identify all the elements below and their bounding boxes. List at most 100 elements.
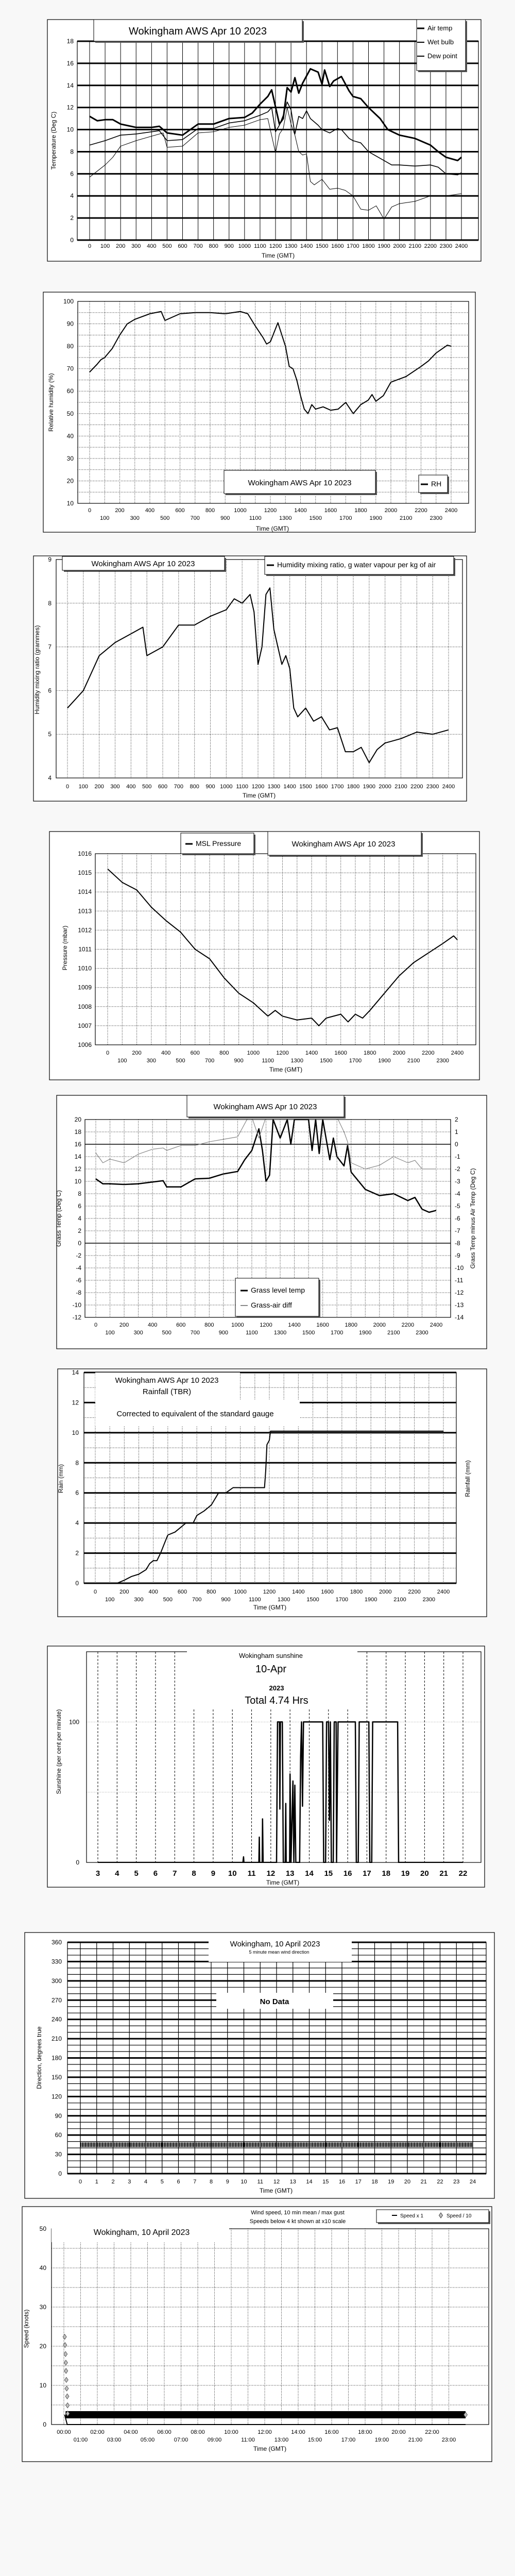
series-line-1: [89, 68, 462, 162]
x-axis-label: Time (GMT): [262, 252, 295, 259]
y-tick-label: 60: [55, 2131, 62, 2139]
legend-label: Grass level temp: [251, 1286, 305, 1294]
x-tick-label: 1: [95, 2179, 98, 2185]
x-tick-label: 400: [147, 243, 156, 249]
x-tick-label: 8: [210, 2179, 213, 2185]
x-tick-label: 2200: [408, 1589, 420, 1595]
x-tick-label: 18: [382, 1869, 390, 1878]
x-tick-label: 06:00: [157, 2429, 171, 2435]
y2-tick-label: 1: [455, 1128, 458, 1136]
x-tick-label: 2000: [379, 1589, 391, 1595]
x-tick-label: 1300: [268, 784, 280, 790]
x-tick-label: 08:00: [191, 2429, 205, 2435]
x-tick-label: 1800: [347, 784, 359, 790]
x-tick-label: 3: [128, 2179, 131, 2185]
chart-title: 10-Apr: [255, 1664, 286, 1675]
x-tick-label: 2200: [410, 784, 423, 790]
x-tick-label: 7: [173, 1869, 177, 1878]
x-tick-label: 2400: [455, 243, 468, 249]
x-tick-label: 600: [158, 784, 167, 790]
x-tick-label: 22: [459, 1869, 468, 1878]
x-tick-label: 200: [132, 1050, 141, 1056]
x-tick-label: 4: [144, 2179, 147, 2185]
x-tick-label: 400: [145, 507, 154, 514]
x-tick-label: 03:00: [107, 2437, 122, 2443]
title-background: [52, 2226, 229, 2242]
x-tick-label: 8: [192, 1869, 196, 1878]
chart-subtitle: Wind speed, 10 min mean / max gust: [251, 2210, 345, 2216]
data-point-diamond: [64, 2368, 68, 2374]
x-axis-label: Time (GMT): [256, 525, 289, 532]
data-point-diamond: [64, 2385, 69, 2392]
series-line-1: [67, 587, 449, 764]
x-tick-label: 00:00: [57, 2429, 71, 2435]
y-tick-label: 0: [76, 1859, 79, 1866]
x-tick-label: 23:00: [442, 2437, 456, 2443]
x-tick-label: 10: [228, 1869, 237, 1878]
x-tick-label: 1700: [331, 784, 344, 790]
x-tick-label: 21: [421, 2179, 427, 2185]
x-tick-label: 13: [286, 1869, 295, 1878]
y2-tick-label: -6: [455, 1215, 460, 1222]
y-tick-label: -2: [76, 1252, 81, 1259]
legend-or-title-box: [376, 2209, 489, 2223]
y-tick-label: 6: [75, 1489, 79, 1497]
y-tick-label: 60: [67, 387, 74, 395]
x-tick-label: 800: [205, 507, 215, 514]
x-tick-label: 1700: [339, 515, 352, 521]
chart-5: Wokingham AWS Apr 10 2023 Grass level tem…: [55, 1095, 487, 1349]
x-tick-label: 22:00: [425, 2429, 439, 2435]
x-tick-label: 1000: [234, 507, 246, 514]
x-tick-label: 600: [175, 507, 184, 514]
x-tick-label: 1600: [321, 1589, 333, 1595]
y-tick-label: 210: [52, 2035, 62, 2042]
y-tick-label: 1010: [78, 965, 92, 972]
x-tick-label: 100: [105, 1597, 114, 1603]
x-tick-label: 300: [110, 784, 119, 790]
x-tick-label: 1600: [316, 1322, 329, 1328]
legend-or-title-box: [62, 556, 225, 571]
x-tick-label: 2: [111, 2179, 114, 2185]
x-tick-label: 2300: [423, 1597, 435, 1603]
legend-label: Dew point: [427, 52, 457, 60]
y-tick-label: 18: [75, 1128, 82, 1136]
x-tick-label: 17: [363, 1869, 371, 1878]
y2-tick-label: -12: [455, 1289, 464, 1296]
x-axis-label: Time (GMT): [266, 1879, 299, 1886]
x-tick-label: 0: [106, 1050, 109, 1056]
data-point-diamond: [63, 2342, 67, 2348]
y-tick-label: 0: [78, 1240, 81, 1247]
x-tick-label: 1000: [220, 784, 232, 790]
x-tick-label: 300: [134, 1597, 143, 1603]
x-axis-label: Time (GMT): [253, 1604, 286, 1611]
x-tick-label: 1500: [299, 784, 312, 790]
x-tick-label: 22: [437, 2179, 443, 2185]
y-tick-label: 120: [52, 2093, 62, 2100]
y-axis-label: Direction, degrees true: [36, 2026, 43, 2089]
y2-tick-label: -7: [455, 1227, 460, 1234]
x-tick-label: 2400: [437, 1589, 450, 1595]
x-tick-label: 1400: [300, 243, 313, 249]
x-tick-label: 1500: [316, 243, 328, 249]
y-tick-label: 30: [40, 2303, 47, 2311]
data-point-diamond: [464, 2412, 468, 2418]
chart-6: Wokingham AWS Apr 10 2023 Rainfall (TBR) C…: [57, 1368, 487, 1617]
y-tick-label: 4: [78, 1215, 81, 1222]
x-tick-label: 1500: [302, 1330, 315, 1336]
y-tick-label: 7: [48, 643, 52, 651]
x-tick-label: 200: [119, 1589, 129, 1595]
y-tick-label: 4: [48, 774, 52, 782]
x-tick-label: 0: [94, 1322, 97, 1328]
chart-9: Wokingham, 10 April 2023 Wind speed, 10 m…: [22, 2206, 492, 2462]
x-tick-label: 2300: [436, 1058, 449, 1064]
y2-tick-label: -2: [455, 1165, 460, 1173]
x-tick-label: 1300: [274, 1330, 286, 1336]
legend-label: RH: [431, 480, 441, 488]
title-background: [187, 1649, 357, 1681]
y-tick-label: 1006: [78, 1041, 92, 1048]
data-point-diamond: [62, 2334, 67, 2340]
x-tick-label: 1800: [354, 507, 367, 514]
x-tick-label: 2400: [442, 784, 455, 790]
chart-title: Wokingham AWS Apr 10 2023: [92, 560, 195, 568]
x-tick-label: 100: [100, 243, 110, 249]
